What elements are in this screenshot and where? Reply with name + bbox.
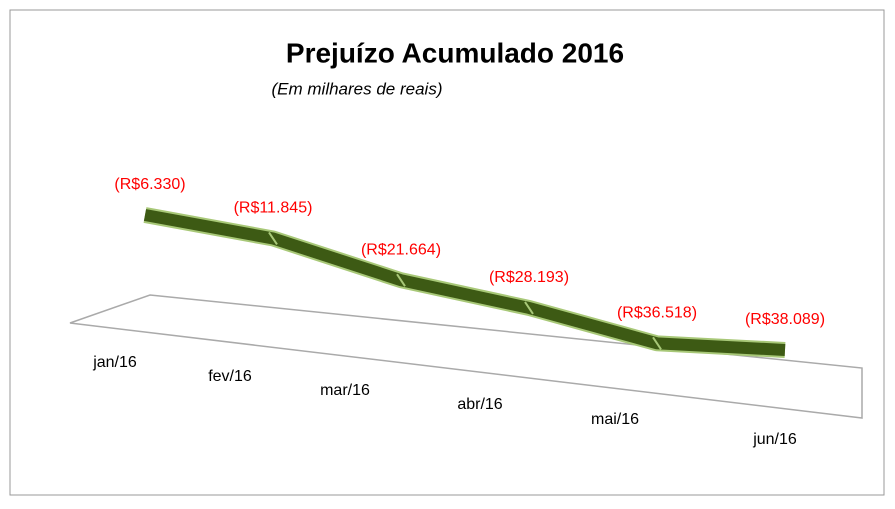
x-tick-label: jun/16 xyxy=(752,431,797,448)
data-label: (R$11.845) xyxy=(234,200,313,217)
data-label: (R$21.664) xyxy=(361,241,441,258)
segment-joint xyxy=(524,301,534,315)
segment-joint xyxy=(396,273,406,287)
x-tick-label: abr/16 xyxy=(457,396,502,413)
chart-frame xyxy=(9,9,885,496)
chart-subtitle: (Em milhares de reais) xyxy=(272,79,443,98)
floor xyxy=(69,294,863,419)
data-label: (R$36.518) xyxy=(617,305,697,322)
x-tick-label: jan/16 xyxy=(92,354,137,371)
x-tick-label: mar/16 xyxy=(320,382,370,399)
line xyxy=(143,209,786,356)
data-label: (R$38.089) xyxy=(745,311,825,328)
x-tick-label: fev/16 xyxy=(208,368,252,385)
chart-title: Prejuízo Acumulado 2016 xyxy=(286,37,624,68)
data-label: (R$28.193) xyxy=(489,269,569,286)
segment-joint xyxy=(268,231,278,245)
x-tick-label: mai/16 xyxy=(591,411,639,428)
segment-joint xyxy=(652,336,662,350)
data-label: (R$6.330) xyxy=(114,176,185,193)
